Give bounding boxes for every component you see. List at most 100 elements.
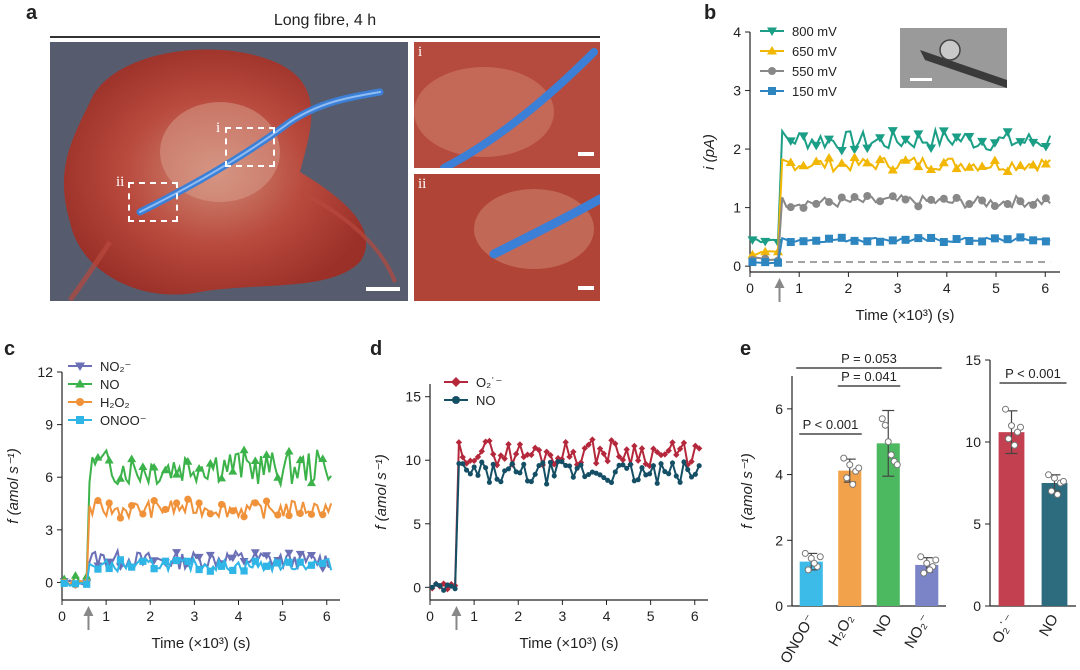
data-point (161, 557, 169, 565)
panel-label-e: e (740, 338, 752, 360)
replicate-point (887, 451, 895, 459)
y-tick-label: 10 (405, 452, 421, 468)
data-point (319, 511, 327, 519)
data-point (543, 448, 550, 455)
data-point (836, 158, 847, 167)
data-point (467, 457, 474, 464)
bar (1041, 483, 1068, 606)
data-point (612, 469, 618, 475)
x-tick-label: 5 (992, 280, 1000, 296)
data-point (939, 194, 948, 203)
panel-label-c: c (4, 338, 16, 360)
data-point (128, 502, 136, 510)
legend-label: 650 mV (792, 44, 837, 59)
legend-label: NO (476, 393, 496, 408)
data-point (521, 461, 527, 467)
data-point (612, 440, 619, 447)
data-point (673, 451, 680, 459)
data-point (262, 552, 272, 560)
inset-ii-illustration (414, 174, 600, 301)
x-tick-label: 0 (746, 280, 754, 296)
data-point (1040, 159, 1051, 168)
replicate-point (923, 559, 931, 567)
data-point (195, 499, 203, 507)
data-point (657, 451, 665, 459)
data-point (105, 499, 113, 507)
bar (838, 470, 862, 606)
inset-box-i-label: i (216, 120, 221, 136)
data-point (1028, 138, 1039, 148)
y-tick-label: 6 (45, 469, 53, 485)
data-point (205, 551, 215, 560)
significance-label: P = 0.053 (841, 351, 897, 366)
data-point (513, 469, 519, 475)
y-tick-label: 15 (405, 389, 421, 405)
data-point (761, 258, 770, 267)
data-point (570, 448, 577, 456)
data-point (184, 495, 192, 503)
x-tick-label: 1 (102, 608, 110, 624)
x-axis-label: Time (×10³) (s) (519, 635, 618, 652)
data-point (262, 562, 271, 570)
inset-box-ii-label: ii (116, 174, 125, 190)
replicate-point (932, 556, 940, 564)
data-point (467, 471, 473, 477)
legend-marker (75, 379, 85, 388)
data-point (825, 198, 834, 207)
x-tick-label: 0 (58, 608, 66, 624)
data-point (452, 586, 458, 592)
data-point (773, 258, 782, 267)
data-point (938, 127, 949, 136)
title-rule (50, 36, 600, 38)
stimulus-arrow-head (774, 278, 785, 288)
x-tick-label: 2 (514, 608, 522, 624)
x-tick-label: 6 (1041, 280, 1049, 296)
legend-label: NO₂⁻ (100, 359, 131, 374)
data-point (658, 461, 664, 467)
data-point (665, 447, 672, 454)
data-point (456, 460, 462, 467)
data-point (274, 511, 282, 519)
x-tick-label: 5 (279, 608, 287, 624)
data-point (284, 549, 294, 558)
data-point (250, 549, 260, 557)
replicate-point (1005, 435, 1012, 443)
replicate-point (1008, 422, 1015, 430)
category-label: O₂˙⁻ (989, 612, 1019, 647)
x-tick-label: 4 (235, 608, 243, 624)
y-tick-label: 12 (37, 364, 53, 380)
data-point (1015, 160, 1026, 170)
data-point (441, 587, 447, 593)
inset-ii-label: ii (418, 176, 427, 192)
data-point (747, 249, 758, 259)
replicate-point (917, 553, 925, 561)
legend-label: O₂˙⁻ (476, 375, 502, 390)
x-tick-label: 3 (190, 608, 198, 624)
photo-scale-bar (910, 78, 932, 81)
x-tick-label: 1 (470, 608, 478, 624)
data-point (747, 236, 758, 245)
x-axis-label: Time (×10³) (s) (151, 635, 250, 652)
data-point (1029, 200, 1038, 209)
data-point (228, 554, 238, 563)
data-point (490, 450, 497, 458)
y-axis-label: i (pA) (701, 134, 718, 170)
data-point (217, 473, 227, 482)
panel-a: Long fibre, 4 h i ii (50, 0, 600, 302)
data-point (666, 471, 672, 477)
data-point (563, 462, 569, 469)
data-point (474, 453, 482, 461)
data-point (1041, 194, 1050, 203)
data-point (901, 195, 910, 204)
data-point (887, 164, 898, 174)
y-tick-label: 5 (973, 516, 981, 532)
data-point (479, 459, 485, 465)
data-point (217, 500, 226, 509)
panel-label-a: a (26, 2, 38, 24)
data-point (1040, 142, 1051, 152)
data-point (681, 459, 687, 465)
data-point (951, 133, 962, 143)
y-tick-label: 5 (413, 516, 421, 532)
legend-label: 150 mV (792, 84, 837, 99)
chart-d: 0 5 10 15 0 1 2 3 4 5 6 Time (×10³) (s) f (amol s⁻¹)… (373, 375, 708, 652)
